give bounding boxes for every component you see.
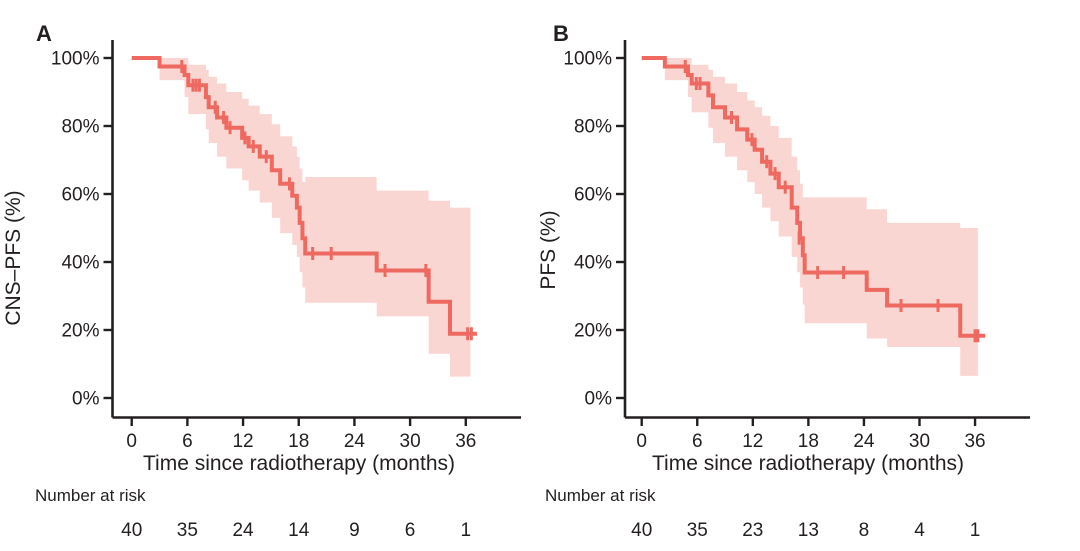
- x-tick-label: 6: [182, 431, 193, 452]
- x-axis-title: Time since radiotherapy (months): [143, 452, 455, 475]
- x-tick-label: 18: [798, 431, 819, 452]
- y-tick-label: 0%: [72, 389, 100, 410]
- panel-letter: B: [553, 21, 569, 46]
- risk-count: 40: [631, 520, 652, 541]
- panel-a-cns-pfs: 0% 20% 40% 60% 80% 100% 0 6 12 18 24 30 36 40 35 24 14 9 6…: [2, 21, 521, 541]
- risk-count: 40: [121, 520, 142, 541]
- ci-band-shape: [159, 58, 471, 377]
- risk-count: 1: [970, 520, 981, 541]
- axes-layer: 0% 20% 40% 60% 80% 100% 0 6 12 18 24 30 36 40 35 24 14 9 6…: [51, 40, 521, 541]
- y-tick-label: 80%: [61, 117, 99, 138]
- y-tick-label: 40%: [61, 253, 99, 274]
- x-tick-label: 30: [400, 431, 421, 452]
- risk-count: 1: [460, 520, 471, 541]
- y-tick-label: 60%: [574, 185, 612, 206]
- y-tick-label: 100%: [51, 49, 100, 70]
- ci-band-shape: [664, 58, 978, 376]
- y-tick-label: 60%: [61, 185, 99, 206]
- survival-curve-layer: [641, 56, 986, 343]
- confidence-band-layer: [664, 58, 978, 376]
- survival-curve-layer: [131, 56, 477, 341]
- x-tick-label: 6: [692, 431, 703, 452]
- y-axis-title: CNS–PFS (%): [2, 190, 25, 325]
- axes-layer: 0% 20% 40% 60% 80% 100% 0 6 12 18 24 30 36 40 35 23 13 8 4…: [563, 40, 1030, 541]
- y-tick-label: 0%: [585, 389, 613, 410]
- risk-count: 8: [859, 520, 870, 541]
- y-tick-label: 20%: [61, 321, 99, 342]
- risk-count: 24: [232, 520, 254, 541]
- x-tick-label: 0: [636, 431, 647, 452]
- risk-count: 23: [742, 520, 763, 541]
- number-at-risk-label: Number at risk: [545, 486, 656, 505]
- x-tick-label: 30: [909, 431, 930, 452]
- risk-count: 6: [405, 520, 416, 541]
- risk-count: 35: [687, 520, 708, 541]
- risk-count: 9: [349, 520, 360, 541]
- x-tick-label: 18: [288, 431, 309, 452]
- x-tick-label: 24: [853, 431, 875, 452]
- risk-count: 35: [177, 520, 198, 541]
- x-tick-label: 24: [344, 431, 366, 452]
- x-axis-title: Time since radiotherapy (months): [652, 452, 964, 475]
- y-tick-label: 100%: [563, 49, 612, 70]
- number-at-risk-label: Number at risk: [35, 486, 146, 505]
- panel-letter: A: [36, 21, 52, 46]
- risk-count: 13: [798, 520, 819, 541]
- y-axis-title: PFS (%): [540, 210, 560, 289]
- y-tick-label: 80%: [574, 117, 612, 138]
- y-tick-label: 40%: [574, 253, 612, 274]
- confidence-band-layer: [159, 58, 471, 377]
- risk-count: 14: [288, 520, 310, 541]
- x-tick-label: 0: [126, 431, 137, 452]
- x-tick-label: 12: [742, 431, 763, 452]
- x-tick-label: 36: [964, 431, 985, 452]
- x-tick-label: 12: [232, 431, 253, 452]
- y-tick-label: 20%: [574, 321, 612, 342]
- x-tick-label: 36: [455, 431, 476, 452]
- risk-count: 4: [914, 520, 925, 541]
- panel-b-pfs: 0% 20% 40% 60% 80% 100% 0 6 12 18 24 30 36 40 35 23 13 8 4…: [540, 21, 1030, 541]
